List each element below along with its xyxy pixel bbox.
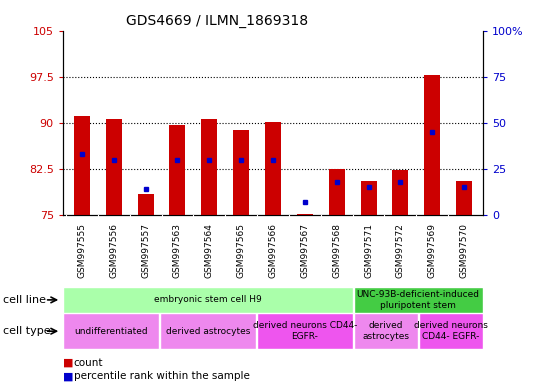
- Bar: [138, 194, 153, 215]
- Text: percentile rank within the sample: percentile rank within the sample: [74, 371, 250, 381]
- Text: GSM997569: GSM997569: [428, 223, 437, 278]
- Text: GSM997565: GSM997565: [236, 223, 246, 278]
- Bar: [424, 75, 440, 215]
- Text: GSM997563: GSM997563: [173, 223, 182, 278]
- Text: embryonic stem cell H9: embryonic stem cell H9: [154, 295, 262, 305]
- Text: ■: ■: [63, 358, 73, 368]
- Text: cell line: cell line: [3, 295, 46, 305]
- Bar: [63, 287, 353, 313]
- Text: GSM997557: GSM997557: [141, 223, 150, 278]
- Text: GSM997571: GSM997571: [364, 223, 373, 278]
- Bar: [160, 313, 256, 349]
- Bar: [354, 313, 418, 349]
- Text: ■: ■: [63, 371, 73, 381]
- Bar: [257, 313, 353, 349]
- Bar: [265, 122, 281, 215]
- Bar: [329, 169, 345, 215]
- Bar: [233, 130, 249, 215]
- Bar: [106, 119, 122, 215]
- Bar: [74, 116, 90, 215]
- Text: UNC-93B-deficient-induced
pluripotent stem: UNC-93B-deficient-induced pluripotent st…: [357, 290, 480, 310]
- Text: derived astrocytes: derived astrocytes: [166, 327, 250, 336]
- Bar: [297, 214, 313, 215]
- Bar: [63, 313, 159, 349]
- Text: GSM997566: GSM997566: [269, 223, 277, 278]
- Bar: [456, 181, 472, 215]
- Bar: [360, 181, 377, 215]
- Text: cell type: cell type: [3, 326, 50, 336]
- Bar: [201, 119, 217, 215]
- Bar: [419, 313, 483, 349]
- Bar: [354, 287, 483, 313]
- Text: GSM997555: GSM997555: [78, 223, 86, 278]
- Text: derived neurons CD44-
EGFR-: derived neurons CD44- EGFR-: [253, 321, 357, 341]
- Bar: [393, 170, 408, 215]
- Text: derived
astrocytes: derived astrocytes: [363, 321, 410, 341]
- Text: GDS4669 / ILMN_1869318: GDS4669 / ILMN_1869318: [126, 14, 308, 28]
- Text: GSM997570: GSM997570: [460, 223, 468, 278]
- Bar: [169, 125, 186, 215]
- Text: GSM997572: GSM997572: [396, 223, 405, 278]
- Text: GSM997568: GSM997568: [332, 223, 341, 278]
- Text: count: count: [74, 358, 103, 368]
- Text: undifferentiated: undifferentiated: [74, 327, 148, 336]
- Text: GSM997556: GSM997556: [109, 223, 118, 278]
- Text: derived neurons
CD44- EGFR-: derived neurons CD44- EGFR-: [414, 321, 488, 341]
- Text: GSM997567: GSM997567: [300, 223, 310, 278]
- Text: GSM997564: GSM997564: [205, 223, 214, 278]
